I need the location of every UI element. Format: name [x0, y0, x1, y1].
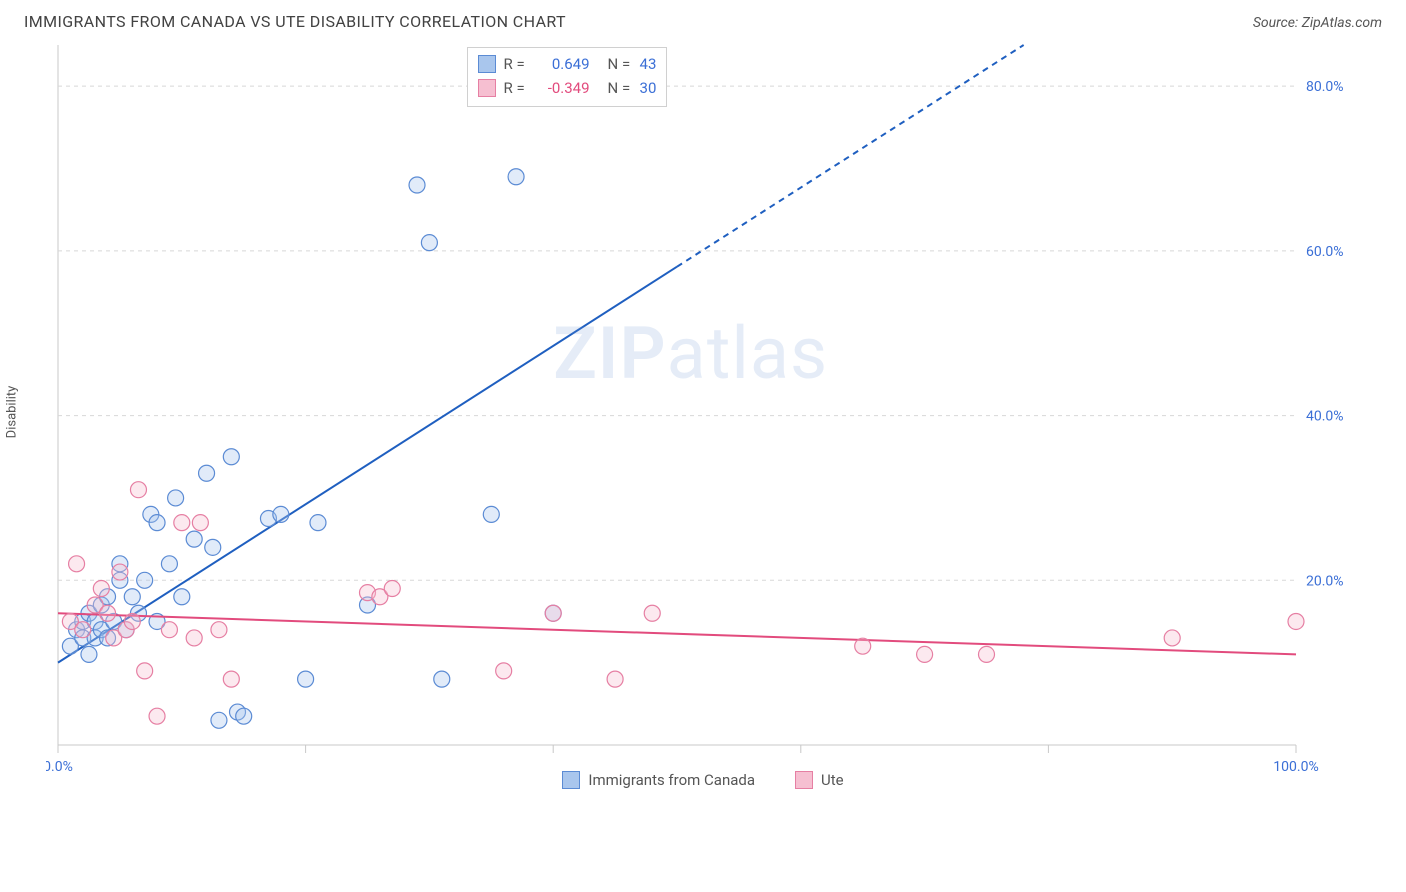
- svg-text:0.0%: 0.0%: [46, 759, 73, 775]
- source-prefix: Source:: [1253, 15, 1302, 31]
- r-value: -0.349: [536, 76, 590, 100]
- swatch-icon: [478, 79, 496, 97]
- legend-row-canada: R = 0.649 N = 43: [478, 52, 657, 76]
- scatter-plot: 20.0% 40.0% 60.0% 80.0% 0.0% 100.0%: [46, 35, 1366, 795]
- swatch-icon: [478, 55, 496, 73]
- chart-container: Disability 20.0%40.0%60.0%80.0%0.0%100.0…: [24, 35, 1382, 789]
- svg-text:40.0%: 40.0%: [1306, 409, 1344, 425]
- chart-title: IMMIGRANTS FROM CANADA VS UTE DISABILITY…: [24, 12, 566, 31]
- svg-text:100.0%: 100.0%: [1273, 759, 1318, 775]
- r-value: 0.649: [536, 52, 590, 76]
- svg-text:60.0%: 60.0%: [1306, 244, 1344, 260]
- n-value: 30: [640, 76, 657, 100]
- correlation-legend: R = 0.649 N = 43 R = -0.349 N = 30: [467, 47, 668, 107]
- y-axis-title: Disability: [5, 386, 20, 439]
- source-name: ZipAtlas.com: [1302, 15, 1382, 31]
- n-label: N =: [608, 52, 632, 76]
- r-label: R =: [504, 52, 528, 76]
- svg-text:20.0%: 20.0%: [1306, 573, 1344, 589]
- legend-row-ute: R = -0.349 N = 30: [478, 76, 657, 100]
- source-attribution: Source: ZipAtlas.com: [1253, 15, 1382, 31]
- n-label: N =: [608, 76, 632, 100]
- r-label: R =: [504, 76, 528, 100]
- n-value: 43: [640, 52, 657, 76]
- svg-text:80.0%: 80.0%: [1306, 79, 1344, 95]
